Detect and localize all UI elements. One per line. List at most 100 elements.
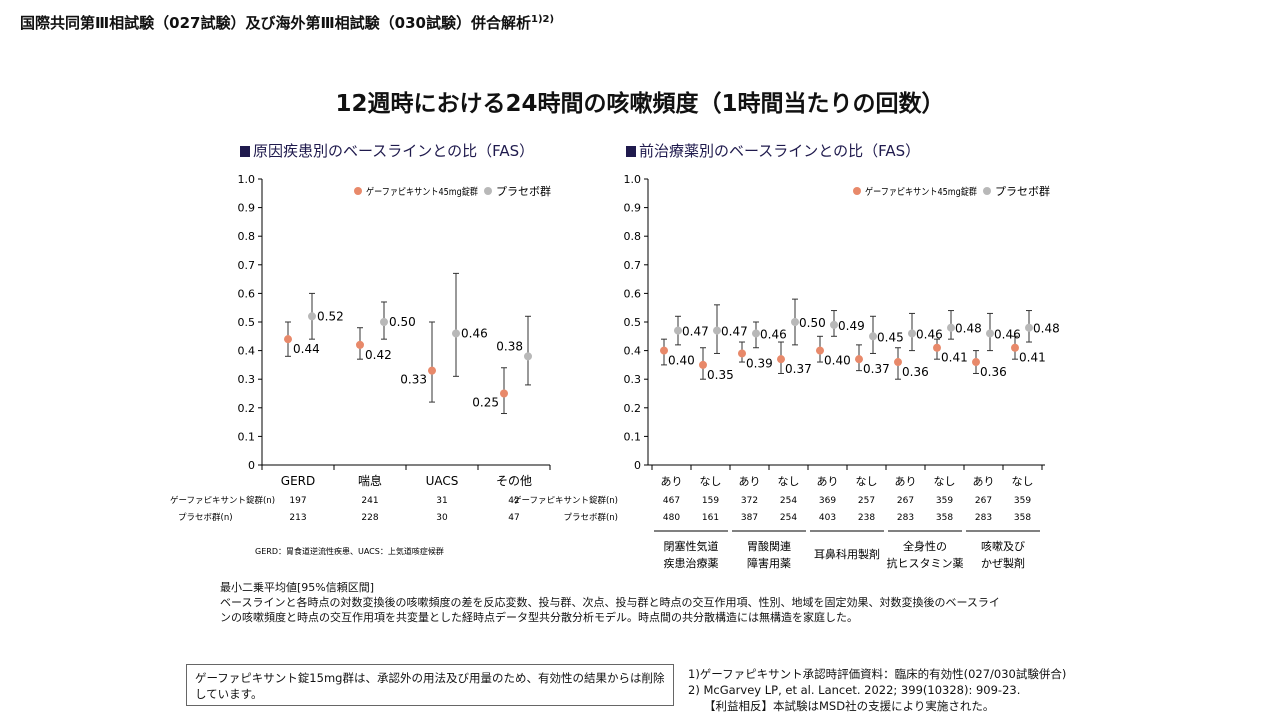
n-value: 31	[436, 496, 447, 506]
group-label: 疾患治療薬	[664, 556, 719, 570]
data-label: 0.35	[707, 368, 734, 382]
y-tick-label: 0.4	[238, 345, 256, 358]
group-label: 全身性の	[903, 539, 947, 553]
n-row-label: プラセボ群(n)	[563, 512, 618, 523]
data-label: 0.37	[785, 362, 812, 376]
n-value: 283	[897, 513, 914, 523]
drug-data-point	[855, 355, 863, 364]
data-label: 0.44	[293, 342, 320, 356]
y-tick-label: 0	[634, 459, 641, 472]
n-value: 467	[663, 496, 680, 506]
x-category-label: その他	[496, 474, 532, 488]
drug-data-point	[894, 358, 902, 367]
right-panel-title-text: 前治療薬別のベースラインとの比（FAS）	[639, 142, 921, 160]
n-value: 228	[361, 513, 378, 523]
x-category-label: あり	[973, 475, 995, 488]
data-label: 0.40	[668, 354, 695, 368]
reference-2: 2) McGarvey LP, et al. Lancet. 2022; 399…	[688, 683, 1021, 697]
drug-data-point	[500, 389, 508, 398]
data-label: 0.36	[980, 365, 1007, 379]
legend-drug-label: ゲーファピキサント45mg錠群	[865, 186, 977, 198]
x-category-label: GERD	[281, 474, 315, 488]
reference-1: 1)ゲーファピキサント承認時評価資料：臨床的有効性(027/030試験併合)	[688, 667, 1067, 681]
method-note: 最小二乗平均値[95%信頼区間] ベースラインと各時点の対数変換後の咳嗽頻度の差…	[220, 580, 1100, 625]
y-tick-label: 0.3	[624, 373, 642, 386]
n-value: 267	[975, 496, 992, 506]
data-label: 0.38	[496, 339, 523, 353]
method-line-1: 最小二乗平均値[95%信頼区間]	[220, 581, 375, 594]
legend-drug-marker	[354, 187, 362, 195]
n-row-label: ゲーファピキサント錠群(n)	[170, 495, 275, 506]
n-value: 47	[508, 513, 519, 523]
method-line-3: ンの咳嗽頻度と時点の交互作用項を共変量とした経時点データ型共分散分析モデル。時点…	[220, 611, 858, 624]
y-tick-label: 0.1	[238, 430, 256, 443]
x-category-label: なし	[700, 475, 722, 488]
x-category-label: なし	[856, 475, 878, 488]
x-category-label: なし	[934, 475, 956, 488]
y-tick-label: 0.2	[238, 402, 256, 415]
group-label: 障害用薬	[747, 556, 791, 570]
y-tick-label: 0.9	[624, 202, 642, 215]
n-value: 197	[289, 496, 306, 506]
n-value: 254	[780, 496, 797, 506]
placebo-data-point	[791, 318, 799, 326]
y-tick-label: 0.7	[624, 259, 642, 272]
y-tick-label: 0.5	[238, 316, 256, 329]
group-label: 咳嗽及び	[981, 539, 1025, 553]
n-value: 254	[780, 513, 797, 523]
n-value: 359	[1014, 496, 1031, 506]
y-tick-label: 0.8	[624, 230, 642, 243]
data-label: 0.33	[400, 373, 427, 387]
y-tick-label: 0.8	[238, 230, 256, 243]
x-category-label: UACS	[426, 474, 459, 488]
legend-drug-label: ゲーファピキサント45mg錠群	[366, 186, 478, 198]
y-tick-label: 0	[248, 459, 255, 472]
legend-placebo-label: プラセボ群	[995, 184, 1050, 198]
n-value: 372	[741, 496, 758, 506]
placebo-data-point	[947, 323, 955, 332]
data-label: 0.46	[916, 327, 943, 341]
left-panel-title-text: 原因疾患別のベースラインとの比（FAS）	[253, 142, 535, 160]
drug-data-point	[428, 366, 436, 375]
data-label: 0.50	[799, 316, 826, 330]
n-value: 238	[858, 513, 875, 523]
title-square-icon	[240, 146, 250, 157]
placebo-data-point	[308, 312, 316, 321]
data-label: 0.36	[902, 365, 929, 379]
n-row-label: ゲーファピキサント錠群(n)	[513, 495, 618, 506]
data-label: 0.40	[824, 354, 851, 368]
drug-data-point	[738, 349, 746, 358]
drug-data-point	[816, 346, 824, 355]
n-value: 159	[702, 496, 719, 506]
placebo-data-point	[1025, 323, 1033, 332]
placebo-data-point	[674, 326, 682, 335]
header-title: 国際共同第Ⅲ相試験（027試験）及び海外第Ⅲ相試験（030試験）併合解析	[20, 14, 531, 32]
data-label: 0.46	[994, 327, 1021, 341]
x-category-label: なし	[1012, 475, 1034, 488]
main-title: 12週時における24時間の咳嗽頻度（1時間当たりの回数）	[335, 91, 945, 117]
group-label: 閉塞性気道	[664, 539, 719, 553]
legend-placebo-marker	[484, 187, 492, 195]
legend-placebo-marker	[983, 187, 991, 195]
header-superscript: 1)2)	[531, 14, 555, 25]
placebo-data-point	[380, 318, 388, 326]
data-label: 0.37	[863, 362, 890, 376]
y-tick-label: 1.0	[238, 173, 256, 186]
group-label: 耳鼻科用製剤	[814, 547, 880, 561]
n-value: 358	[936, 513, 953, 523]
drug-data-point	[284, 335, 292, 344]
group-label: 胃酸関連	[747, 539, 791, 553]
group-label: 抗ヒスタミン薬	[887, 556, 964, 570]
placebo-data-point	[830, 320, 838, 329]
n-row-label: プラセボ群(n)	[178, 512, 233, 523]
placebo-data-point	[752, 329, 760, 338]
x-category-label: あり	[739, 475, 761, 488]
n-value: 42	[508, 496, 519, 506]
data-label: 0.41	[1019, 351, 1046, 365]
y-tick-label: 0.3	[238, 373, 256, 386]
drug-data-point	[699, 360, 707, 369]
data-label: 0.48	[1033, 322, 1060, 336]
n-value: 403	[819, 513, 836, 523]
placebo-data-point	[524, 352, 532, 361]
data-label: 0.41	[941, 351, 968, 365]
